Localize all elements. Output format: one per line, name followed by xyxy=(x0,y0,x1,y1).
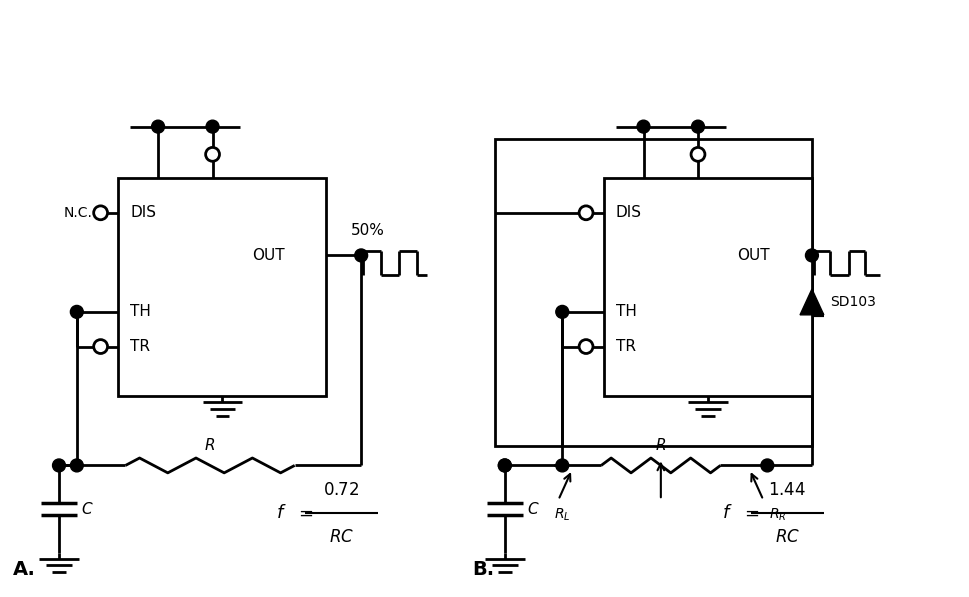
Text: OUT: OUT xyxy=(737,248,770,263)
Circle shape xyxy=(579,206,593,220)
Text: $f$: $f$ xyxy=(722,504,733,522)
Text: DIS: DIS xyxy=(130,205,156,220)
Text: $0.72$: $0.72$ xyxy=(324,481,359,499)
Bar xyxy=(604,178,812,396)
Circle shape xyxy=(94,206,108,220)
Text: SD103: SD103 xyxy=(829,295,876,309)
Text: DIS: DIS xyxy=(615,205,641,220)
Circle shape xyxy=(206,120,219,133)
Circle shape xyxy=(94,340,108,353)
Circle shape xyxy=(498,459,512,472)
Text: $R_L$: $R_L$ xyxy=(554,507,571,524)
Circle shape xyxy=(692,120,704,133)
Circle shape xyxy=(52,459,66,472)
Text: TR: TR xyxy=(615,339,636,354)
Text: $R$: $R$ xyxy=(655,436,667,453)
Text: $C$: $C$ xyxy=(526,501,539,517)
Text: $RC$: $RC$ xyxy=(328,528,354,546)
Circle shape xyxy=(205,147,220,161)
Circle shape xyxy=(637,120,650,133)
Circle shape xyxy=(805,249,819,262)
Polygon shape xyxy=(800,289,824,315)
Text: TR: TR xyxy=(130,339,150,354)
Circle shape xyxy=(498,459,512,472)
Text: TH: TH xyxy=(615,304,637,319)
Text: $1.44$: $1.44$ xyxy=(768,481,806,499)
Circle shape xyxy=(579,340,593,353)
Text: TH: TH xyxy=(130,304,151,319)
Text: $R$: $R$ xyxy=(204,436,216,453)
Circle shape xyxy=(761,459,774,472)
Text: $=$: $=$ xyxy=(295,504,313,522)
Bar xyxy=(495,139,812,445)
Circle shape xyxy=(151,120,165,133)
Text: $RC$: $RC$ xyxy=(774,528,799,546)
Text: A.: A. xyxy=(13,561,35,579)
Text: N.C.: N.C. xyxy=(64,206,93,220)
Bar xyxy=(118,178,327,396)
Circle shape xyxy=(71,306,83,318)
Text: $R_R$: $R_R$ xyxy=(769,507,787,524)
Text: OUT: OUT xyxy=(252,248,285,263)
Circle shape xyxy=(691,147,704,161)
Text: $C$: $C$ xyxy=(80,501,93,517)
Text: $=$: $=$ xyxy=(740,504,760,522)
Circle shape xyxy=(556,459,569,472)
Circle shape xyxy=(355,249,367,262)
Circle shape xyxy=(71,459,83,472)
Text: $f$: $f$ xyxy=(276,504,287,522)
Text: B.: B. xyxy=(472,561,494,579)
Circle shape xyxy=(556,306,569,318)
Text: 50%: 50% xyxy=(351,223,385,238)
